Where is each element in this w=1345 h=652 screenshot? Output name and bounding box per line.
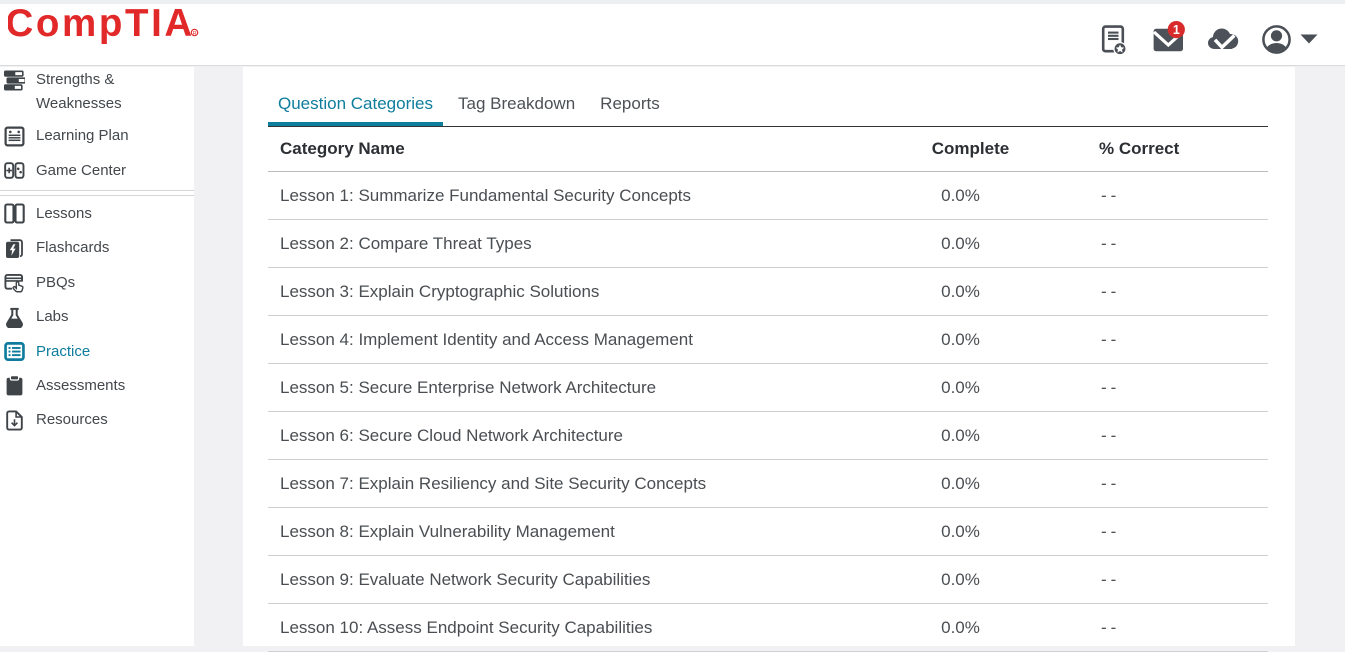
svg-text:R: R <box>193 31 197 37</box>
svg-text:CompTIA: CompTIA <box>8 5 195 45</box>
svg-text:1: 1 <box>1173 23 1180 37</box>
